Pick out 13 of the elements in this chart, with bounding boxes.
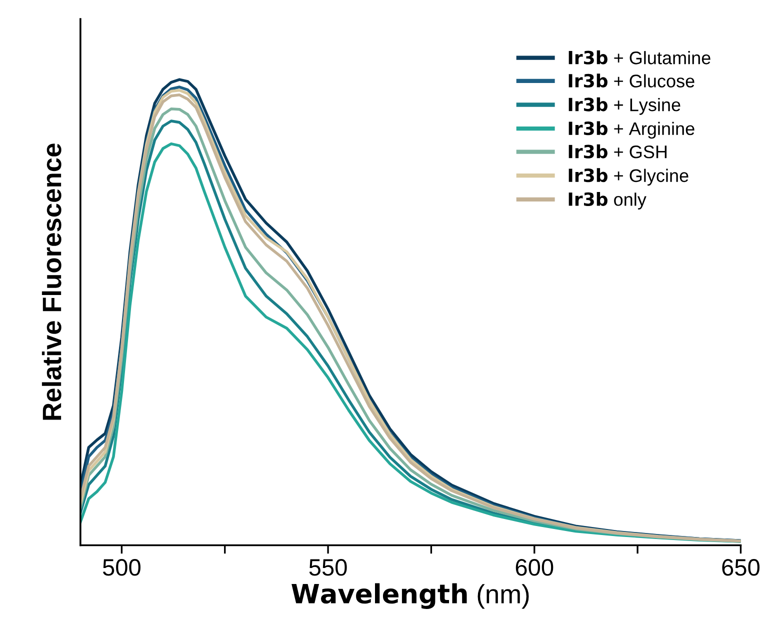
legend-label: Ir3b + Glutamine bbox=[568, 50, 710, 64]
legend-label: Ir3b + Arginine bbox=[568, 121, 694, 139]
x-tick-label: 550 bbox=[309, 559, 347, 576]
legend-label: Ir3b + Lysine bbox=[568, 97, 680, 115]
y-axis-title: Relative Fluorescence bbox=[42, 144, 62, 420]
legend-label: Ir3b + GSH bbox=[568, 144, 667, 158]
x-tick-label: 650 bbox=[722, 559, 760, 576]
x-tick-label: 500 bbox=[102, 559, 140, 576]
x-axis-title: Wavelength (nm) bbox=[292, 583, 529, 609]
legend-label: Ir3b + Glycine bbox=[568, 168, 688, 186]
legend-label: Ir3b only bbox=[568, 192, 646, 210]
x-tick-label: 600 bbox=[516, 559, 554, 576]
legend-label: Ir3b + Glucose bbox=[568, 74, 694, 88]
